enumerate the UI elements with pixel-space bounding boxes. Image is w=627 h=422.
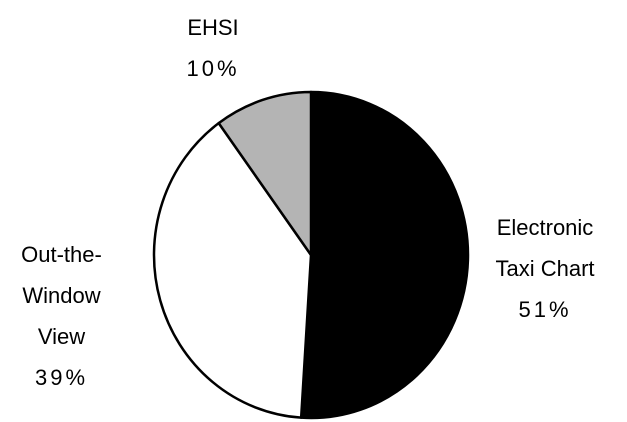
value-label: 39% — [34, 365, 89, 390]
category-name: Electronic Taxi Chart — [495, 215, 595, 281]
slice-label: Out-the-Window View 39% — [14, 234, 109, 398]
slice-label: EHSI 10% — [150, 7, 276, 89]
pie-slice — [299, 90, 470, 420]
pie-slice — [152, 121, 313, 419]
category-name: EHSI — [187, 15, 239, 40]
slice-label: Electronic Taxi Chart 51% — [480, 207, 610, 330]
category-name: Out-the-Window View — [21, 242, 102, 349]
pie-slice — [217, 90, 313, 257]
value-label: 10% — [186, 56, 240, 81]
value-label: 51% — [518, 297, 572, 322]
